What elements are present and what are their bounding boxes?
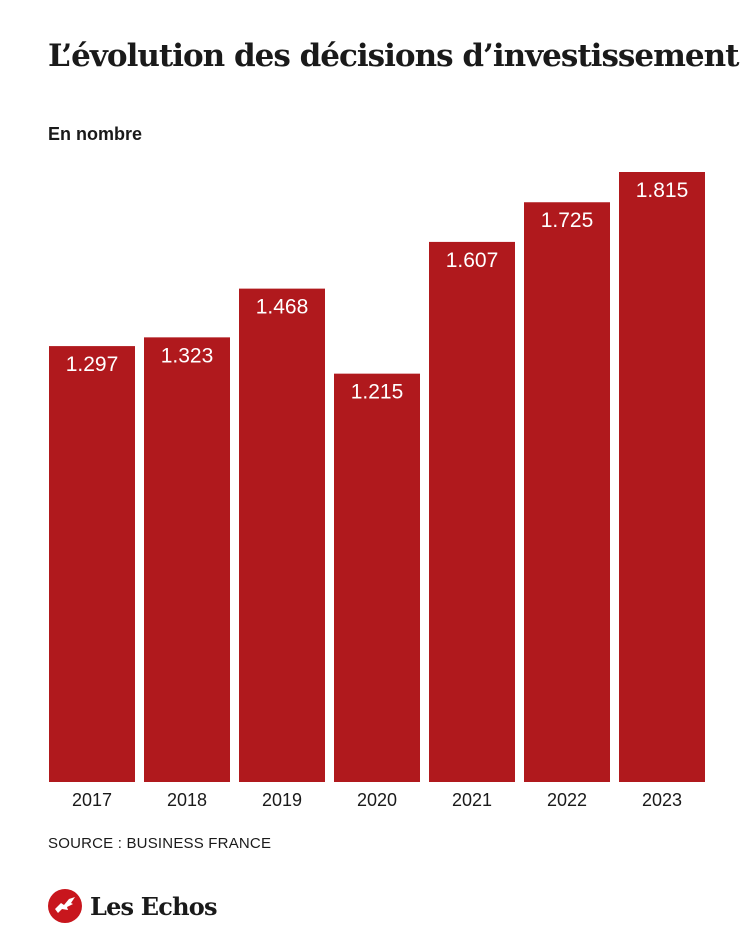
bar-2018 <box>144 337 230 782</box>
bar-2017 <box>49 346 135 782</box>
data-label-2018: 1.323 <box>161 344 214 367</box>
bar-2022 <box>524 202 610 783</box>
bar-2019 <box>239 288 325 782</box>
data-label-2017: 1.297 <box>66 353 119 376</box>
data-label-2023: 1.815 <box>636 179 689 202</box>
data-label-2019: 1.468 <box>256 296 309 319</box>
x-tick-2017: 2017 <box>72 790 112 810</box>
data-label-2022: 1.725 <box>541 209 594 232</box>
chart-subtitle: En nombre <box>48 124 143 144</box>
data-label-2021: 1.607 <box>446 249 499 272</box>
bar-2020 <box>334 373 420 782</box>
chart-title: L’évolution des décisions d’investisseme… <box>48 38 739 74</box>
x-tick-2018: 2018 <box>167 790 207 810</box>
x-tick-2023: 2023 <box>642 790 682 810</box>
source-note: SOURCE : BUSINESS FRANCE <box>48 835 272 852</box>
bar-2023 <box>619 172 705 782</box>
bar-2021 <box>429 241 515 782</box>
x-tick-2019: 2019 <box>262 790 302 810</box>
data-label-2020: 1.215 <box>351 381 404 404</box>
logo-text: Les Echos <box>90 891 217 921</box>
x-tick-2021: 2021 <box>452 790 492 810</box>
bar-chart: 1.297 2017 1.323 2018 1.468 2019 1.215 2020 1.60… <box>49 172 705 810</box>
les-echos-logo-icon <box>48 889 82 923</box>
x-tick-2020: 2020 <box>357 790 397 810</box>
les-echos-logo: Les Echos <box>48 888 217 924</box>
x-tick-2022: 2022 <box>547 790 587 810</box>
